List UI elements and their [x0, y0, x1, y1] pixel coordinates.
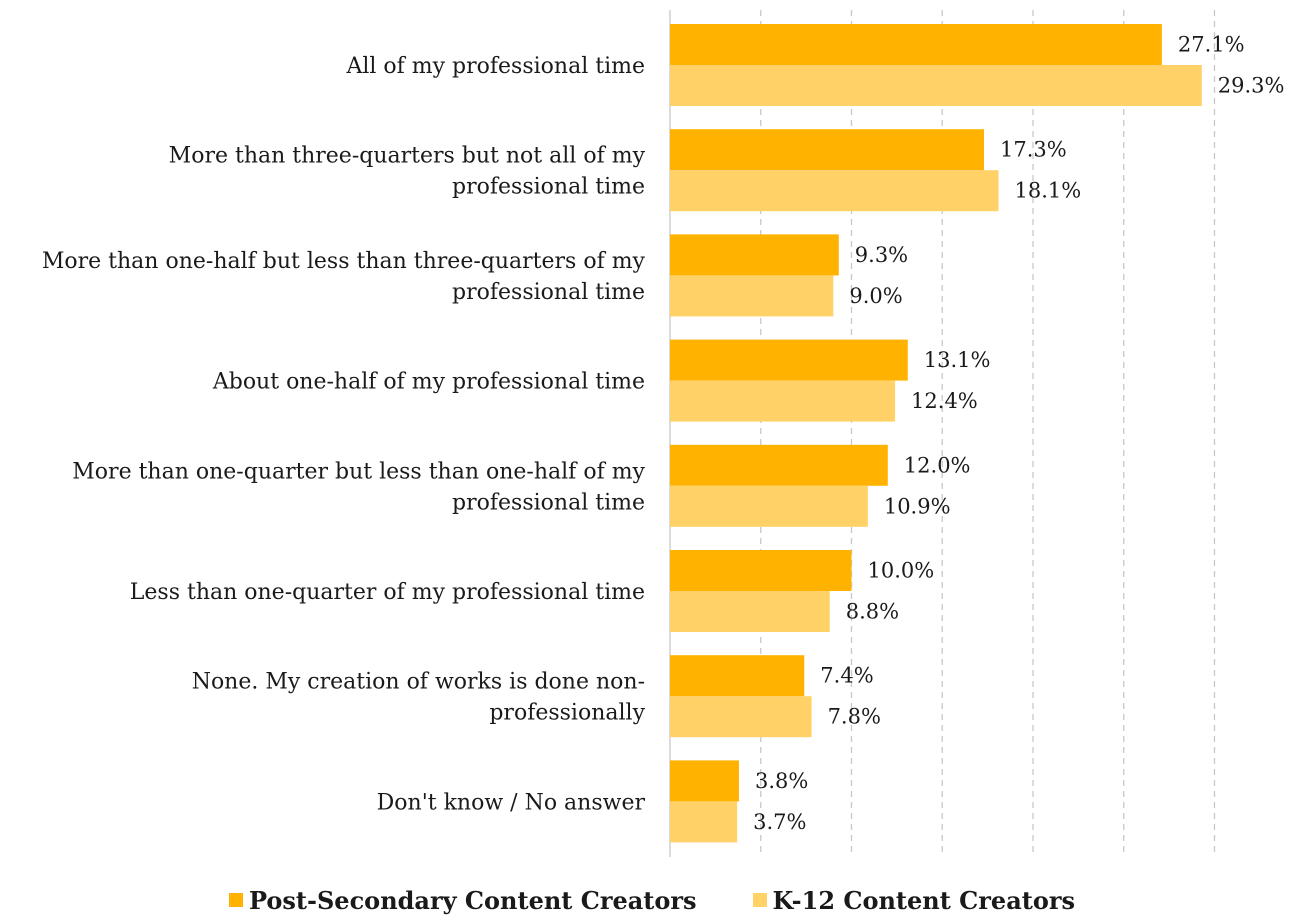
bar-k12 — [670, 591, 830, 632]
legend: Post-Secondary Content Creators K-12 Con… — [0, 880, 1304, 920]
bar-k12 — [670, 170, 999, 212]
category-label: None. My creation of works is done non-p… — [192, 670, 646, 726]
value-label-post-secondary: 3.8% — [755, 769, 808, 793]
value-label-k12: 18.1% — [1015, 179, 1082, 203]
bars — [670, 24, 1202, 843]
value-labels: 27.1% 29.3% 17.3% 18.1% 9.3% 9.0% 13.1% 12.4% 12… — [753, 33, 1284, 834]
bar-post-secondary — [670, 655, 805, 697]
category-label: More than one-quarter but less than one-… — [72, 459, 645, 515]
value-label-post-secondary: 17.3% — [1000, 138, 1067, 162]
value-label-k12: 8.8% — [846, 600, 899, 624]
legend-item-post-secondary: Post-Secondary Content Creators — [229, 886, 697, 915]
category-label: Less than one-quarter of my professional… — [130, 580, 645, 605]
value-label-post-secondary: 27.1% — [1178, 33, 1245, 57]
bar-post-secondary — [670, 129, 984, 171]
legend-label-post-secondary: Post-Secondary Content Creators — [249, 885, 697, 915]
value-label-post-secondary: 9.3% — [855, 243, 908, 267]
bar-k12 — [670, 485, 868, 527]
value-label-post-secondary: 7.4% — [820, 664, 873, 688]
bar-post-secondary — [670, 234, 839, 276]
legend-label-k12: K-12 Content Creators — [772, 885, 1075, 915]
legend-swatch-post-secondary — [229, 893, 243, 907]
bar-post-secondary — [670, 444, 888, 486]
bar-k12 — [670, 696, 812, 738]
category-label: More than three-quarters but not all of … — [169, 144, 646, 200]
bar-k12 — [670, 65, 1202, 106]
category-label: About one-half of my professional time — [212, 370, 645, 395]
category-label: All of my professional time — [345, 54, 645, 79]
value-label-post-secondary: 10.0% — [868, 559, 935, 583]
value-label-k12: 9.0% — [849, 284, 902, 308]
bar-k12 — [670, 275, 834, 317]
value-label-k12: 7.8% — [828, 705, 881, 729]
category-labels: All of my professional time More than thr… — [42, 54, 646, 815]
legend-swatch-k12 — [752, 893, 767, 907]
category-label: More than one-half but less than three-q… — [42, 249, 646, 305]
bar-post-secondary — [670, 550, 852, 591]
bar-post-secondary — [670, 760, 739, 802]
legend-item-k12: K-12 Content Creators — [752, 885, 1075, 915]
value-label-k12: 29.3% — [1218, 74, 1285, 98]
category-label: Don't know / No answer — [377, 790, 646, 815]
bar-k12 — [670, 380, 896, 422]
value-label-k12: 3.7% — [753, 810, 806, 834]
bar-post-secondary — [670, 24, 1162, 65]
bar-chart: All of my professional time More than thr… — [42, 10, 1285, 857]
value-label-post-secondary: 13.1% — [924, 348, 991, 372]
value-label-k12: 12.4% — [911, 389, 978, 413]
bar-k12 — [670, 801, 738, 843]
value-label-post-secondary: 12.0% — [904, 453, 971, 477]
value-label-k12: 10.9% — [884, 494, 951, 518]
bar-post-secondary — [670, 339, 908, 381]
